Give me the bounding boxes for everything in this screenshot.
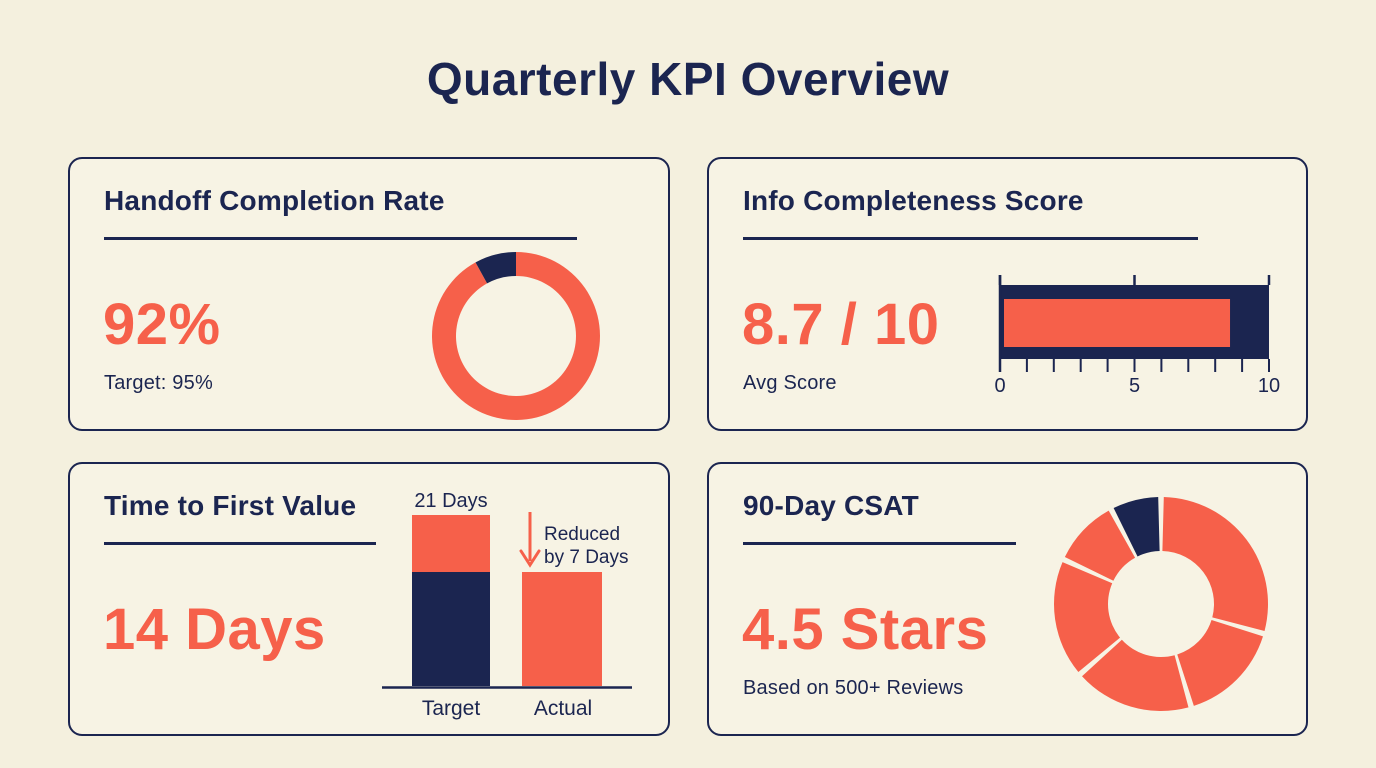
tick-label-10: 10 — [1258, 375, 1280, 397]
kpi-card-csat: 90-Day CSAT 4.5 Stars Based on 500+ Revi… — [707, 462, 1308, 736]
title-divider — [104, 542, 376, 545]
category-label-actual: Actual — [534, 697, 592, 720]
annotation-line-2: by 7 Days — [544, 547, 628, 568]
annotation-line-1: Reduced — [544, 524, 620, 545]
kpi-card-info-completeness: Info Completeness Score 8.7 / 10 Avg Sco… — [707, 157, 1308, 431]
card-title-csat: 90-Day CSAT — [743, 490, 919, 521]
title-divider — [104, 237, 577, 240]
donut-segment-segment-2 — [1177, 620, 1263, 706]
bar-value — [1004, 299, 1231, 347]
tick-label-0: 0 — [994, 375, 1005, 397]
metric-ttfv: 14 Days — [103, 597, 326, 662]
caption-handoff-target: Target: 95% — [104, 372, 213, 394]
target-bar-value-label: 21 Days — [414, 490, 487, 512]
handoff-donut-chart — [431, 252, 600, 420]
caption-csat-reviews: Based on 500+ Reviews — [743, 677, 964, 699]
csat-donut-chart — [1053, 497, 1269, 711]
title-divider — [743, 542, 1016, 545]
caption-avg-score: Avg Score — [743, 372, 837, 394]
title-divider — [743, 237, 1198, 240]
donut-segment-segment-5 — [1064, 510, 1136, 581]
page-title: Quarterly KPI Overview — [426, 53, 950, 105]
donut-segment-segment-3 — [1082, 639, 1189, 711]
card-title-info: Info Completeness Score — [743, 185, 1084, 216]
arrow-down-icon — [519, 549, 541, 568]
card-title-handoff: Handoff Completion Rate — [104, 185, 445, 216]
actual-bar — [522, 572, 602, 686]
donut-segment-segment-1 — [1162, 497, 1269, 631]
target-bar-base-segment — [412, 572, 490, 686]
target-bar-top-segment — [412, 515, 490, 572]
donut-segment-remainder — [1113, 497, 1160, 557]
category-label-target: Target — [422, 697, 481, 720]
metric-handoff: 92% — [103, 292, 221, 357]
donut-segment-segment-4 — [1053, 562, 1121, 672]
kpi-card-time-to-first-value: Time to First Value 14 Days 21 Days Targe… — [68, 462, 670, 736]
donut-segment-Completed — [431, 252, 600, 420]
info-score-bar-chart: 0 5 10 — [994, 275, 1280, 397]
donut-segment-Gap to target — [475, 252, 516, 284]
metric-csat: 4.5 Stars — [742, 597, 989, 662]
metric-info-score: 8.7 / 10 — [742, 292, 940, 357]
tick-label-5: 5 — [1129, 375, 1140, 397]
card-title-ttfv: Time to First Value — [104, 490, 357, 521]
kpi-card-handoff: Handoff Completion Rate 92% Target: 95% — [68, 157, 670, 431]
